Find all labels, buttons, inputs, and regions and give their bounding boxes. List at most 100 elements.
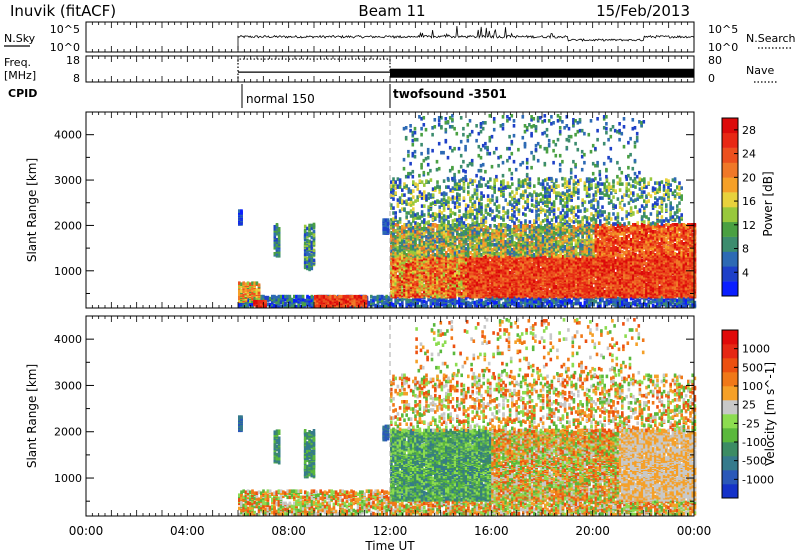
heat-cell <box>255 291 259 295</box>
heat-cell <box>387 297 391 302</box>
heat-cell <box>306 264 309 269</box>
heat-cell <box>440 302 444 307</box>
freq-left-tick-top: 18 <box>66 54 80 67</box>
heat-cell <box>504 297 507 302</box>
heat-cell <box>376 299 380 304</box>
heat-cell <box>257 299 261 304</box>
heat-cell <box>306 238 309 243</box>
frequency-panel: Freq. [MHz] 18 8 80 0 Nave <box>4 54 778 85</box>
heat-cell <box>398 302 402 307</box>
heat-cell <box>370 301 373 306</box>
heat-cell <box>429 298 433 303</box>
heat-cell <box>312 231 316 236</box>
heat-cell <box>338 297 341 302</box>
heat-cell <box>293 302 296 307</box>
heat-cell <box>266 298 270 303</box>
heat-cell <box>308 258 311 263</box>
heat-cell <box>513 294 516 299</box>
heat-cell <box>303 260 307 265</box>
heat-cell <box>484 295 488 300</box>
heat-cell <box>364 294 368 299</box>
heat-cell <box>242 293 245 297</box>
heat-cell <box>293 298 296 303</box>
heat-cell <box>327 303 330 308</box>
heat-cell <box>548 299 551 304</box>
heat-cell <box>515 299 518 304</box>
heat-cell <box>325 294 328 299</box>
heat-cell <box>240 301 243 306</box>
heat-cell <box>392 302 395 307</box>
heat-cell <box>251 294 254 298</box>
heat-cell <box>385 303 388 308</box>
heat-cell <box>271 304 274 309</box>
heat-cell <box>372 295 375 300</box>
heat-cell <box>385 299 388 304</box>
heat-cell <box>308 246 311 251</box>
heat-cell <box>310 235 314 240</box>
heat-cell <box>310 231 314 236</box>
heat-cell <box>351 299 354 304</box>
heat-cell <box>259 301 263 306</box>
heat-cell <box>491 304 494 309</box>
heat-cell <box>312 252 316 257</box>
nave-right-tick-bottom: 0 <box>708 72 715 85</box>
freq-label-top: Freq. <box>4 56 31 69</box>
heat-cell <box>342 303 346 308</box>
heat-cell <box>249 299 252 303</box>
heat-cell <box>376 302 380 307</box>
heat-cell <box>275 295 278 300</box>
heat-cell <box>310 262 314 267</box>
heat-cell <box>273 246 277 250</box>
heat-cell <box>268 302 272 307</box>
heat-cell <box>238 288 241 292</box>
heat-cell <box>522 300 525 305</box>
heat-cell <box>249 288 252 292</box>
heat-cell <box>318 296 321 301</box>
heat-cell <box>524 295 527 300</box>
heat-cell <box>434 303 437 308</box>
heat-cell <box>318 298 321 303</box>
heat-cell <box>303 232 307 237</box>
heat-cell <box>360 295 363 300</box>
heat-cell <box>412 302 415 307</box>
heat-cell <box>418 297 422 302</box>
heat-cell <box>282 303 285 308</box>
heat-cell <box>308 239 311 244</box>
heat-cell <box>502 301 505 306</box>
heat-cell <box>387 304 391 309</box>
heat-cell <box>519 299 523 304</box>
heat-cell <box>541 296 545 301</box>
noise-panel: N.Sky 10^5 10^0 10^5 10^0 N.Search <box>4 21 796 54</box>
heat-cell <box>290 300 294 305</box>
heat-cell <box>322 294 326 299</box>
heat-cell <box>526 300 529 305</box>
heat-cell <box>372 298 375 303</box>
heat-cell <box>246 281 250 285</box>
heat-cell <box>277 294 281 299</box>
heat-cell <box>306 298 309 303</box>
heat-cell <box>495 300 499 305</box>
heat-cell <box>550 298 554 303</box>
heat-cell <box>260 294 263 299</box>
heat-cell <box>384 227 388 231</box>
heat-cell <box>251 286 254 290</box>
heat-cell <box>537 301 540 306</box>
heat-cell <box>412 296 415 301</box>
heat-cell <box>347 303 350 308</box>
heat-cell <box>238 301 241 306</box>
heat-cell <box>327 295 330 300</box>
heat-cell <box>535 297 538 302</box>
heat-cell <box>367 300 371 305</box>
heat-cell <box>396 300 400 305</box>
heat-cell <box>504 300 507 305</box>
nave-right-label: Nave <box>746 64 774 77</box>
heat-cell <box>390 301 393 306</box>
heat-cell <box>314 294 317 299</box>
heat-cell <box>440 297 444 302</box>
heat-cell <box>387 302 391 307</box>
noise-right-tick-top: 10^5 <box>708 23 738 36</box>
heat-cell <box>351 303 354 308</box>
heat-cell <box>242 301 245 306</box>
heat-cell <box>530 295 534 300</box>
heat-cell <box>460 300 463 305</box>
